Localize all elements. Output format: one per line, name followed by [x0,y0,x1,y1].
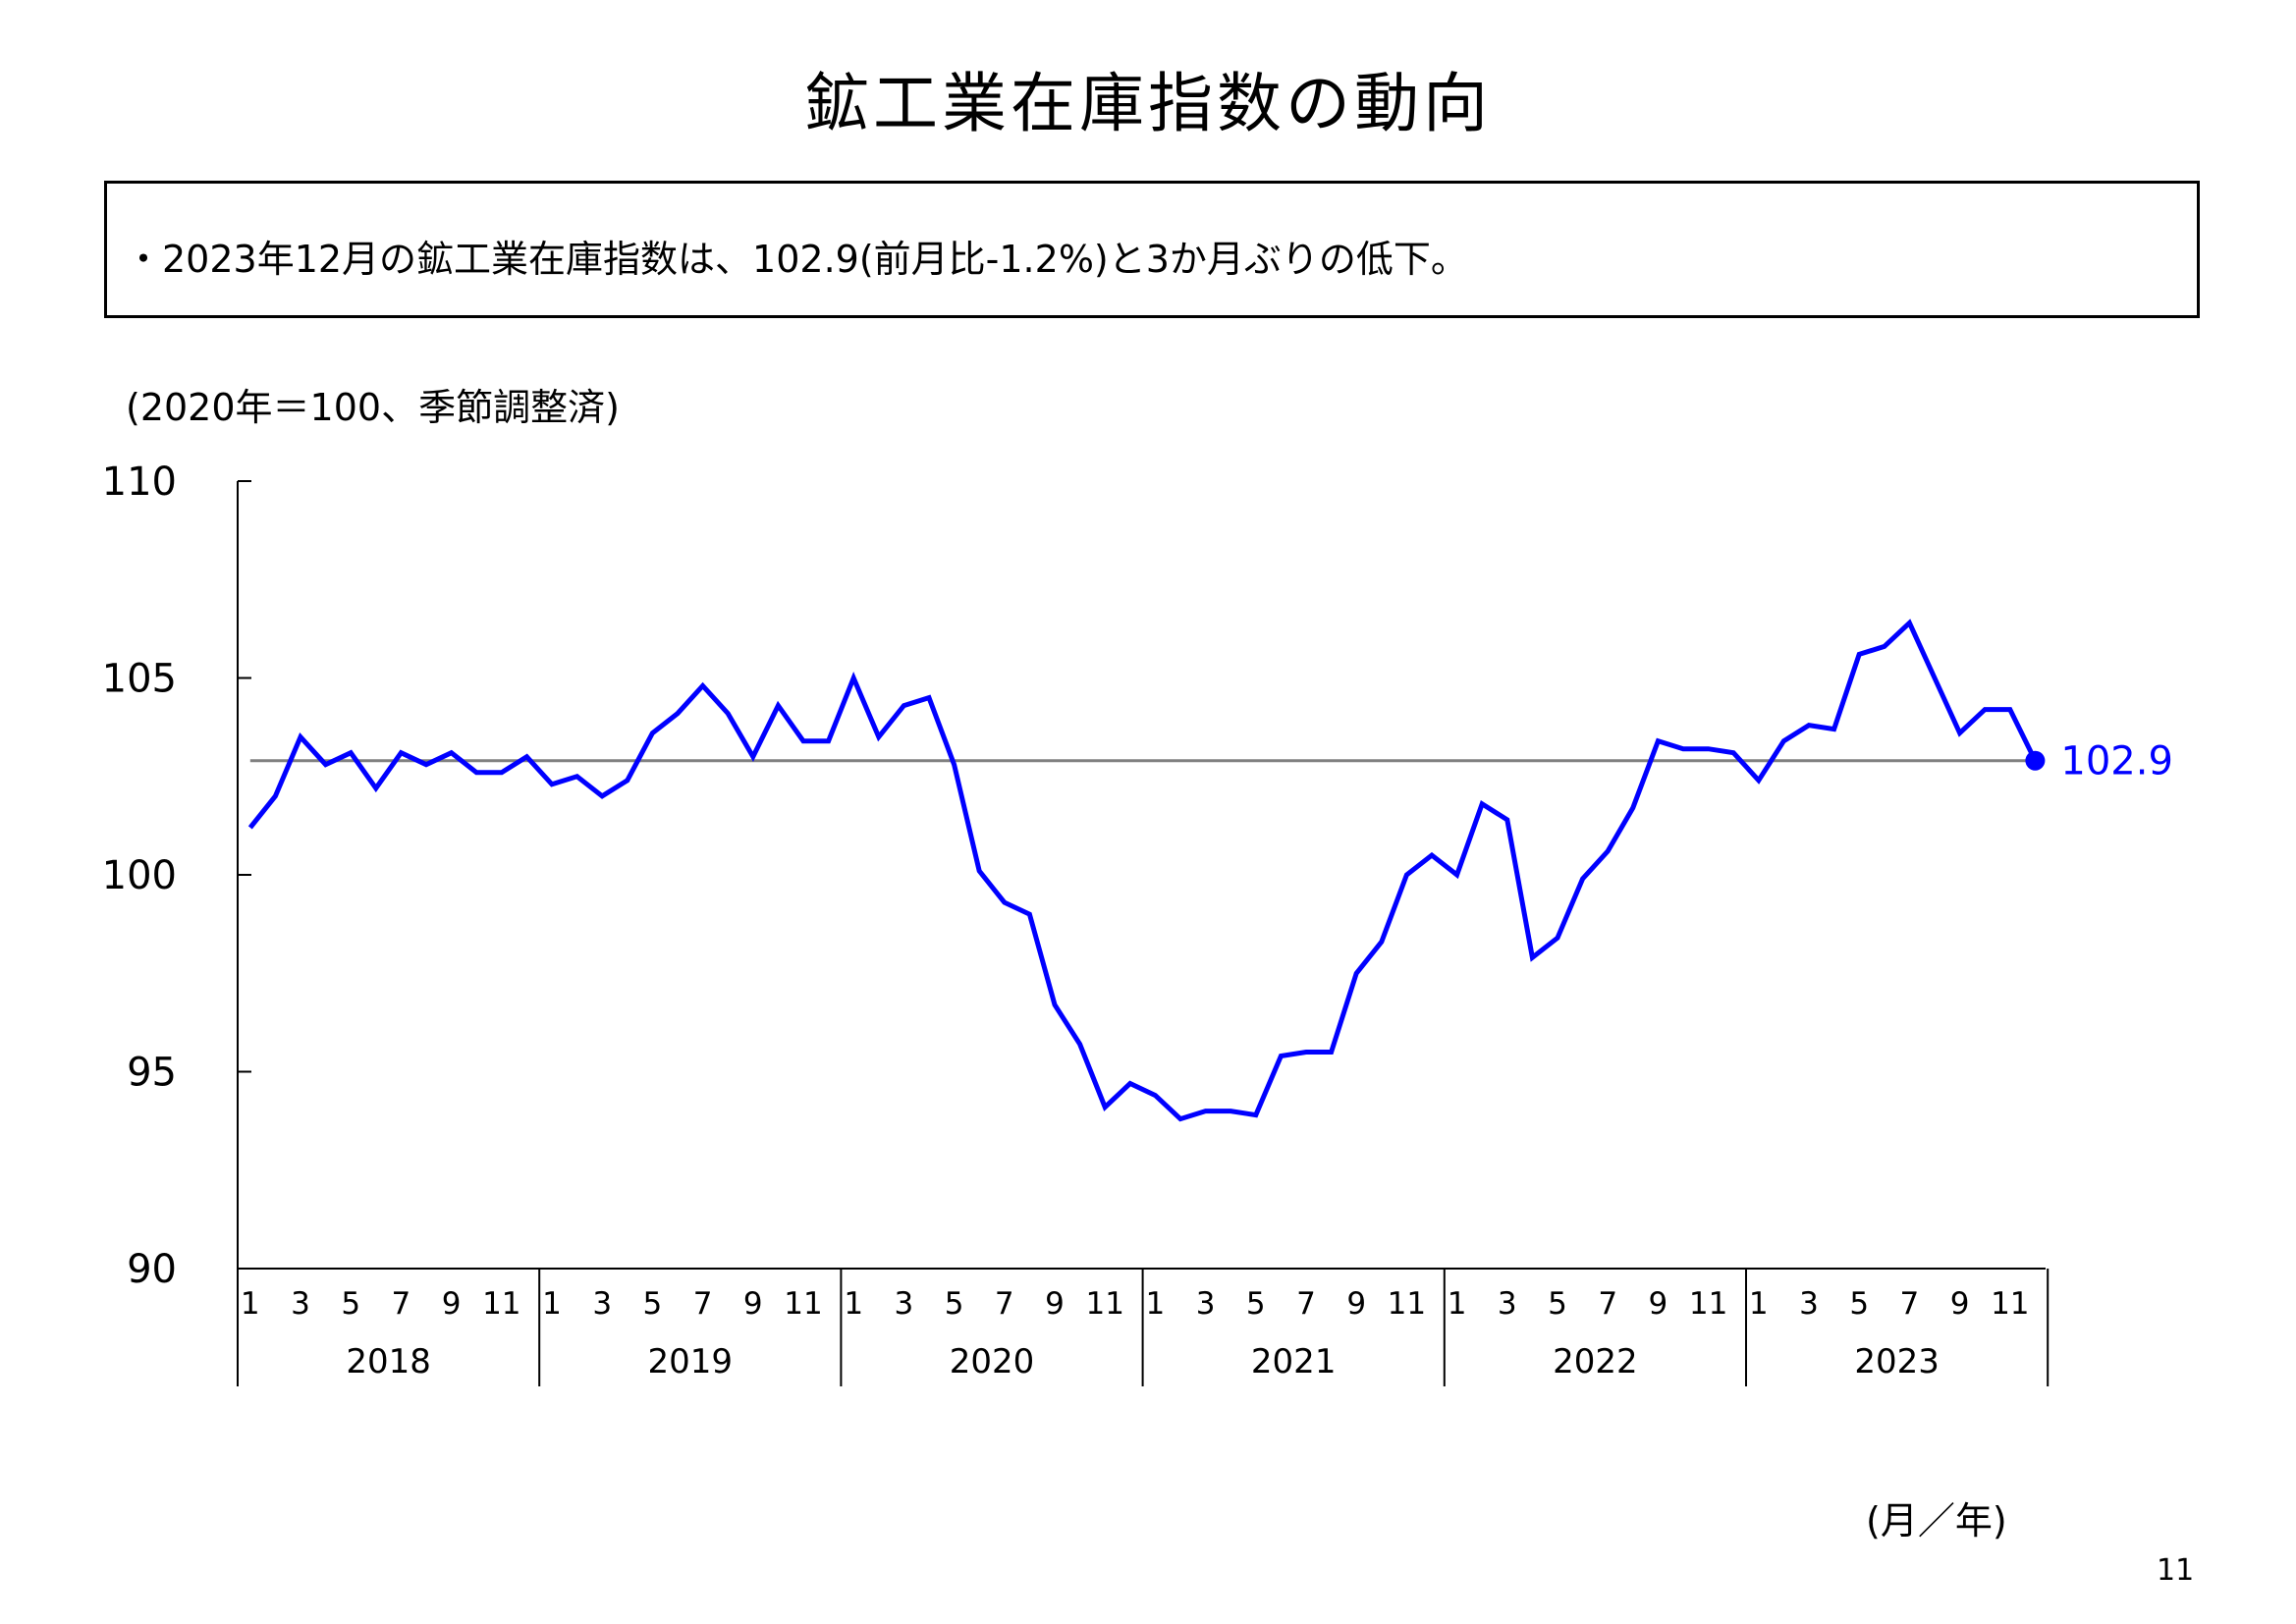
month-tick-label: 9 [1950,1286,1970,1322]
x-axis-unit-label: (月／年) [1866,1499,2007,1543]
month-tick-label: 9 [1045,1286,1065,1322]
month-tick-label: 5 [1246,1286,1266,1322]
month-tick-label: 11 [1085,1286,1123,1322]
page-number: 11 [2157,1553,2195,1588]
y-axis-unit-note: (2020年＝100、季節調整済) [126,386,620,429]
month-tick-label: 7 [693,1286,713,1322]
summary-box: ・2023年12月の鉱工業在庫指数は、102.9(前月比-1.2%)と3か月ぶり… [104,181,2200,318]
month-tick-label: 5 [1548,1286,1567,1322]
year-tick-label: 2022 [1553,1342,1638,1381]
month-tick-label: 1 [1749,1286,1769,1322]
y-tick-label: 105 [102,657,177,702]
month-tick-label: 5 [945,1286,964,1322]
month-tick-label: 11 [482,1286,520,1322]
page-title: 鉱工業在庫指数の動向 [804,66,1492,141]
month-tick-label: 11 [1388,1286,1426,1322]
month-tick-label: 1 [1448,1286,1467,1322]
chart-axes [237,481,2046,1270]
y-axis-ticks: 90 95 100 105 110 [102,460,251,1292]
month-tick-label: 5 [643,1286,663,1322]
month-tick-label: 3 [291,1286,310,1322]
month-tick-label: 1 [1146,1286,1166,1322]
month-tick-label: 3 [1498,1286,1517,1322]
month-tick-label: 11 [784,1286,822,1322]
month-tick-label: 7 [1900,1286,1920,1322]
month-tick-label: 11 [1689,1286,1727,1322]
month-tick-label: 3 [1799,1286,1819,1322]
month-tick-label: 7 [392,1286,411,1322]
month-tick-label: 1 [542,1286,562,1322]
month-tick-label: 9 [1346,1286,1366,1322]
month-tick-label: 9 [743,1286,763,1322]
y-tick-label: 95 [127,1051,177,1096]
month-tick-label: 5 [1849,1286,1869,1322]
month-tick-label: 1 [241,1286,260,1322]
last-point-marker [2025,750,2046,771]
month-tick-label: 3 [895,1286,914,1322]
year-tick-label: 2018 [346,1342,431,1381]
summary-text: ・2023年12月の鉱工業在庫指数は、102.9(前月比-1.2%)と3か月ぶり… [125,238,1468,281]
year-tick-label: 2021 [1251,1342,1337,1381]
month-tick-label: 1 [844,1286,863,1322]
y-tick-label: 110 [102,460,177,505]
series-line [247,619,2038,1122]
month-tick-label: 3 [592,1286,612,1322]
month-tick-label: 11 [1991,1286,2029,1322]
month-tick-label: 7 [995,1286,1014,1322]
y-tick-label: 90 [127,1247,177,1292]
y-tick-label: 100 [102,853,177,898]
year-tick-label: 2020 [950,1342,1035,1381]
month-tick-label: 3 [1196,1286,1216,1322]
month-tick-label: 9 [442,1286,462,1322]
plot-area: 102.9 [247,619,2173,1122]
last-value-label: 102.9 [2060,739,2173,785]
month-tick-label: 7 [1598,1286,1617,1322]
month-tick-label: 5 [341,1286,360,1322]
month-tick-label: 7 [1296,1286,1316,1322]
year-tick-label: 2023 [1854,1342,1940,1381]
month-tick-label: 9 [1649,1286,1668,1322]
year-tick-label: 2019 [648,1342,734,1381]
